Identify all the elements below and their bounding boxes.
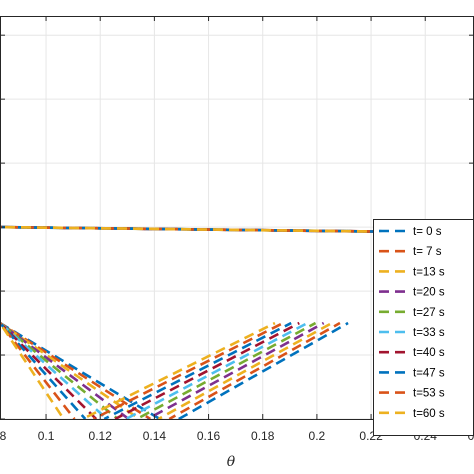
legend-label-4: t=20 s bbox=[413, 287, 445, 299]
x-tick-label: 0.1 bbox=[38, 429, 55, 443]
plot-area bbox=[0, 225, 380, 419]
x-tick-label: 0.12 bbox=[89, 429, 113, 443]
series-line-10 bbox=[82, 321, 276, 419]
series-line-10 bbox=[0, 225, 380, 233]
series-line-10 bbox=[0, 322, 65, 419]
legend-label-10: t=60 s bbox=[413, 408, 445, 420]
x-tick-label: 0.18 bbox=[251, 429, 275, 443]
x-tick-label: 0.2 bbox=[309, 429, 326, 443]
series-line-2 bbox=[168, 321, 341, 419]
x-tick-label: 0.14 bbox=[143, 429, 167, 443]
legend-label-1: t= 0 s bbox=[413, 226, 442, 238]
series-line-8 bbox=[0, 322, 87, 419]
series-line-6 bbox=[125, 321, 309, 419]
series-line-7 bbox=[114, 321, 300, 419]
series-line-9 bbox=[0, 322, 76, 419]
legend-label-5: t=27 s bbox=[413, 307, 445, 319]
legend: t= 0 s t= 7 s t=13 s t=20 s t=27 s t=33 s t=40… bbox=[373, 219, 474, 436]
legend-label-3: t=13 s bbox=[413, 266, 445, 278]
series-line-9 bbox=[92, 321, 284, 419]
legend-box bbox=[373, 219, 474, 436]
series-line-5 bbox=[136, 321, 317, 419]
legend-label-9: t=53 s bbox=[413, 388, 445, 400]
series-line-1 bbox=[178, 321, 349, 419]
x-tick-label: 0.16 bbox=[197, 429, 221, 443]
legend-label-7: t=40 s bbox=[413, 347, 445, 359]
series-line-3 bbox=[157, 321, 333, 419]
series-line-7 bbox=[0, 322, 98, 419]
x-axis-label: θ bbox=[227, 454, 236, 470]
legend-label-2: t= 7 s bbox=[413, 246, 442, 258]
legend-label-8: t=47 s bbox=[413, 367, 445, 379]
x-tick-label-partial-left: 8 bbox=[0, 429, 7, 443]
series-line-8 bbox=[103, 321, 292, 419]
legend-label-6: t=33 s bbox=[413, 327, 445, 339]
series-line-4 bbox=[146, 321, 325, 419]
